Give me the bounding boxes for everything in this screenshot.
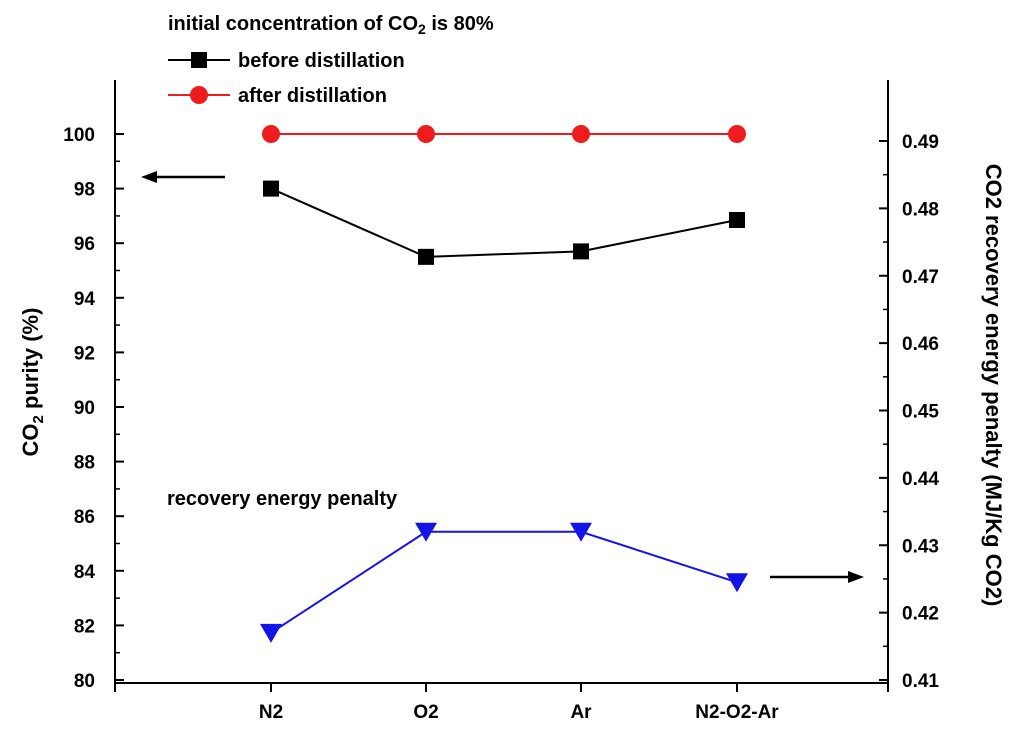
data-point-circle	[728, 125, 746, 143]
chart-title: initial concentration of CO2 is 80%	[168, 13, 494, 37]
legend-item-after: after distillation	[168, 85, 387, 107]
x-tick-label: O2	[413, 702, 438, 723]
left-axis-title-subscript: 2	[30, 415, 47, 423]
left-axis-title-part-1: CO	[18, 423, 43, 456]
data-point-square	[263, 180, 279, 197]
chart-title-part-2: is 80%	[426, 13, 494, 35]
data-point-circle	[417, 125, 435, 143]
series-layer	[260, 125, 748, 643]
x-axis-ticks: N2 O2 Ar N2-O2-Ar	[114, 683, 889, 723]
left-tick-label: 80	[74, 671, 95, 692]
data-point-triangle	[726, 573, 748, 593]
left-axis-title: CO2 purity (%)	[18, 308, 47, 457]
left-arrow-head	[141, 171, 157, 183]
right-tick-label: 0.49	[902, 132, 939, 153]
x-tick-label: Ar	[570, 702, 592, 723]
x-tick-label: N2-O2-Ar	[695, 702, 779, 723]
left-axis-ticks: 80 82 84 86 88 90 92 94 96 98 100	[63, 125, 124, 692]
series-line	[270, 530, 738, 634]
chart-title-subscript: 2	[418, 21, 426, 37]
left-axis-title-part-2: purity (%)	[18, 308, 43, 416]
legend: before distillation after distillation	[168, 50, 405, 107]
left-tick-label: 88	[74, 453, 95, 474]
right-tick-label: 0.44	[902, 469, 939, 490]
legend-label-after: after distillation	[238, 85, 387, 107]
right-tick-label: 0.48	[902, 199, 939, 220]
data-point-circle	[572, 125, 590, 143]
x-tick-label: N2	[259, 702, 283, 723]
right-tick-label: 0.43	[902, 536, 939, 557]
axes	[114, 80, 889, 684]
right-axis-title: CO2 recovery energy penalty (MJ/Kg CO2)	[981, 164, 1006, 607]
legend-marker-square	[191, 52, 207, 68]
left-tick-label: 96	[74, 234, 95, 255]
series-recovery-energy-penalty	[260, 522, 748, 643]
chart-title-part-1: initial concentration of CO	[168, 13, 418, 35]
data-point-triangle	[415, 522, 437, 542]
data-point-triangle	[260, 623, 282, 643]
left-tick-label: 90	[74, 398, 95, 419]
left-tick-label: 82	[74, 616, 95, 637]
right-arrow-head	[848, 571, 864, 583]
data-point-circle	[262, 125, 280, 143]
right-tick-label: 0.41	[902, 671, 939, 692]
left-tick-label: 86	[74, 507, 95, 528]
legend-marker-circle	[190, 86, 208, 104]
left-tick-label: 84	[74, 562, 96, 583]
left-tick-label: 100	[63, 125, 95, 146]
left-tick-label: 98	[74, 180, 95, 201]
legend-label-before: before distillation	[238, 50, 405, 72]
right-tick-label: 0.42	[902, 604, 939, 625]
right-tick-label: 0.47	[902, 267, 939, 288]
series-before-distillation	[263, 180, 745, 265]
data-point-triangle	[570, 522, 592, 542]
left-tick-label: 92	[74, 343, 95, 364]
data-point-square	[729, 211, 745, 228]
right-tick-label: 0.46	[902, 334, 939, 355]
left-tick-label: 94	[74, 289, 96, 310]
series-line	[270, 187, 738, 258]
data-point-square	[573, 243, 589, 260]
right-axis-ticks: 0.41 0.42 0.43 0.44 0.45 0.46 0.47 0.48 0.49	[879, 132, 939, 692]
data-point-square	[418, 248, 434, 265]
energy-penalty-label: recovery energy penalty	[167, 488, 398, 510]
series-after-distillation	[262, 125, 746, 143]
left-arrow	[141, 171, 225, 183]
legend-item-before: before distillation	[168, 50, 405, 72]
right-tick-label: 0.45	[902, 402, 939, 423]
right-arrow	[770, 571, 864, 583]
